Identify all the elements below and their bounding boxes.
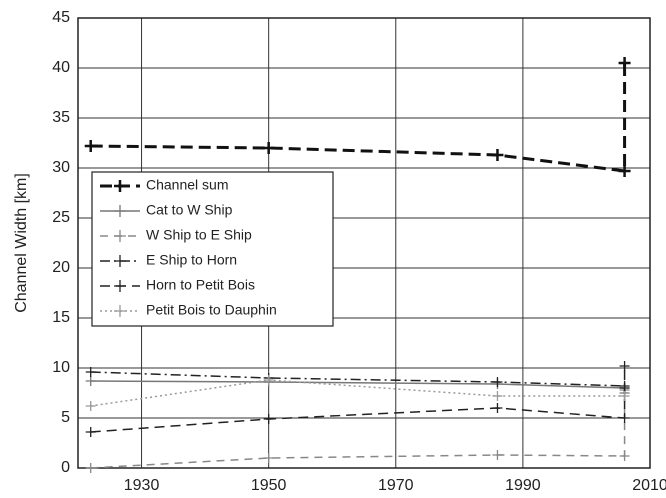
point-marker [85, 427, 96, 437]
point-marker [85, 367, 96, 377]
y-tick-label: 45 [52, 9, 70, 26]
point-marker [618, 57, 631, 69]
legend-marker [114, 305, 126, 317]
y-tick-label: 30 [52, 159, 70, 176]
legend-label: Petit Bois to Dauphin [146, 302, 277, 318]
point-marker [262, 142, 275, 154]
point-marker [618, 165, 631, 177]
y-tick-label: 40 [52, 59, 70, 76]
point-marker [263, 375, 274, 385]
legend-marker [114, 280, 126, 292]
series-line [90, 380, 626, 393]
legend-label: Horn to Petit Bois [146, 277, 255, 293]
x-tick-label: 1970 [378, 477, 414, 494]
y-tick-label: 10 [52, 359, 70, 376]
y-tick-label: 0 [61, 459, 70, 476]
legend-label: W Ship to E Ship [146, 227, 252, 243]
point-marker [84, 140, 97, 152]
point-marker [85, 376, 96, 386]
series-line [90, 379, 625, 407]
series-line [90, 63, 627, 173]
point-marker [85, 463, 96, 473]
legend: Channel sum Cat to W Ship W Ship to E Ship… [91, 171, 334, 327]
legend-marker [114, 255, 126, 267]
y-tick-label: 15 [52, 309, 70, 326]
legend-label: Cat to W Ship [146, 202, 233, 218]
point-marker [492, 450, 503, 460]
series-line [90, 390, 626, 469]
legend-marker [114, 230, 126, 242]
point-marker [619, 413, 630, 423]
y-axis-label: Channel Width [km] [13, 173, 30, 313]
legend-label: E Ship to Horn [146, 252, 237, 268]
point-marker [263, 453, 274, 463]
point-marker [491, 149, 504, 161]
y-tick-label: 5 [61, 409, 70, 426]
legend-marker [114, 205, 126, 217]
x-tick-label: 1950 [251, 477, 287, 494]
legend-marker [114, 180, 126, 192]
legend-box [91, 171, 334, 327]
y-tick-label: 25 [52, 209, 70, 226]
legend-label: Channel sum [146, 177, 229, 193]
x-tick-label: 1930 [124, 477, 160, 494]
y-tick-label: 20 [52, 259, 70, 276]
point-marker [263, 414, 274, 424]
point-marker [619, 391, 630, 401]
point-marker [492, 391, 503, 401]
point-marker [619, 451, 630, 461]
point-marker [619, 361, 630, 371]
point-marker [492, 403, 503, 413]
point-marker [85, 401, 96, 411]
y-tick-label: 35 [52, 109, 70, 126]
x-tick-label: 2010 [632, 477, 666, 494]
plot-frame [77, 17, 651, 469]
x-tick-label: 1990 [505, 477, 541, 494]
point-marker [492, 377, 503, 387]
